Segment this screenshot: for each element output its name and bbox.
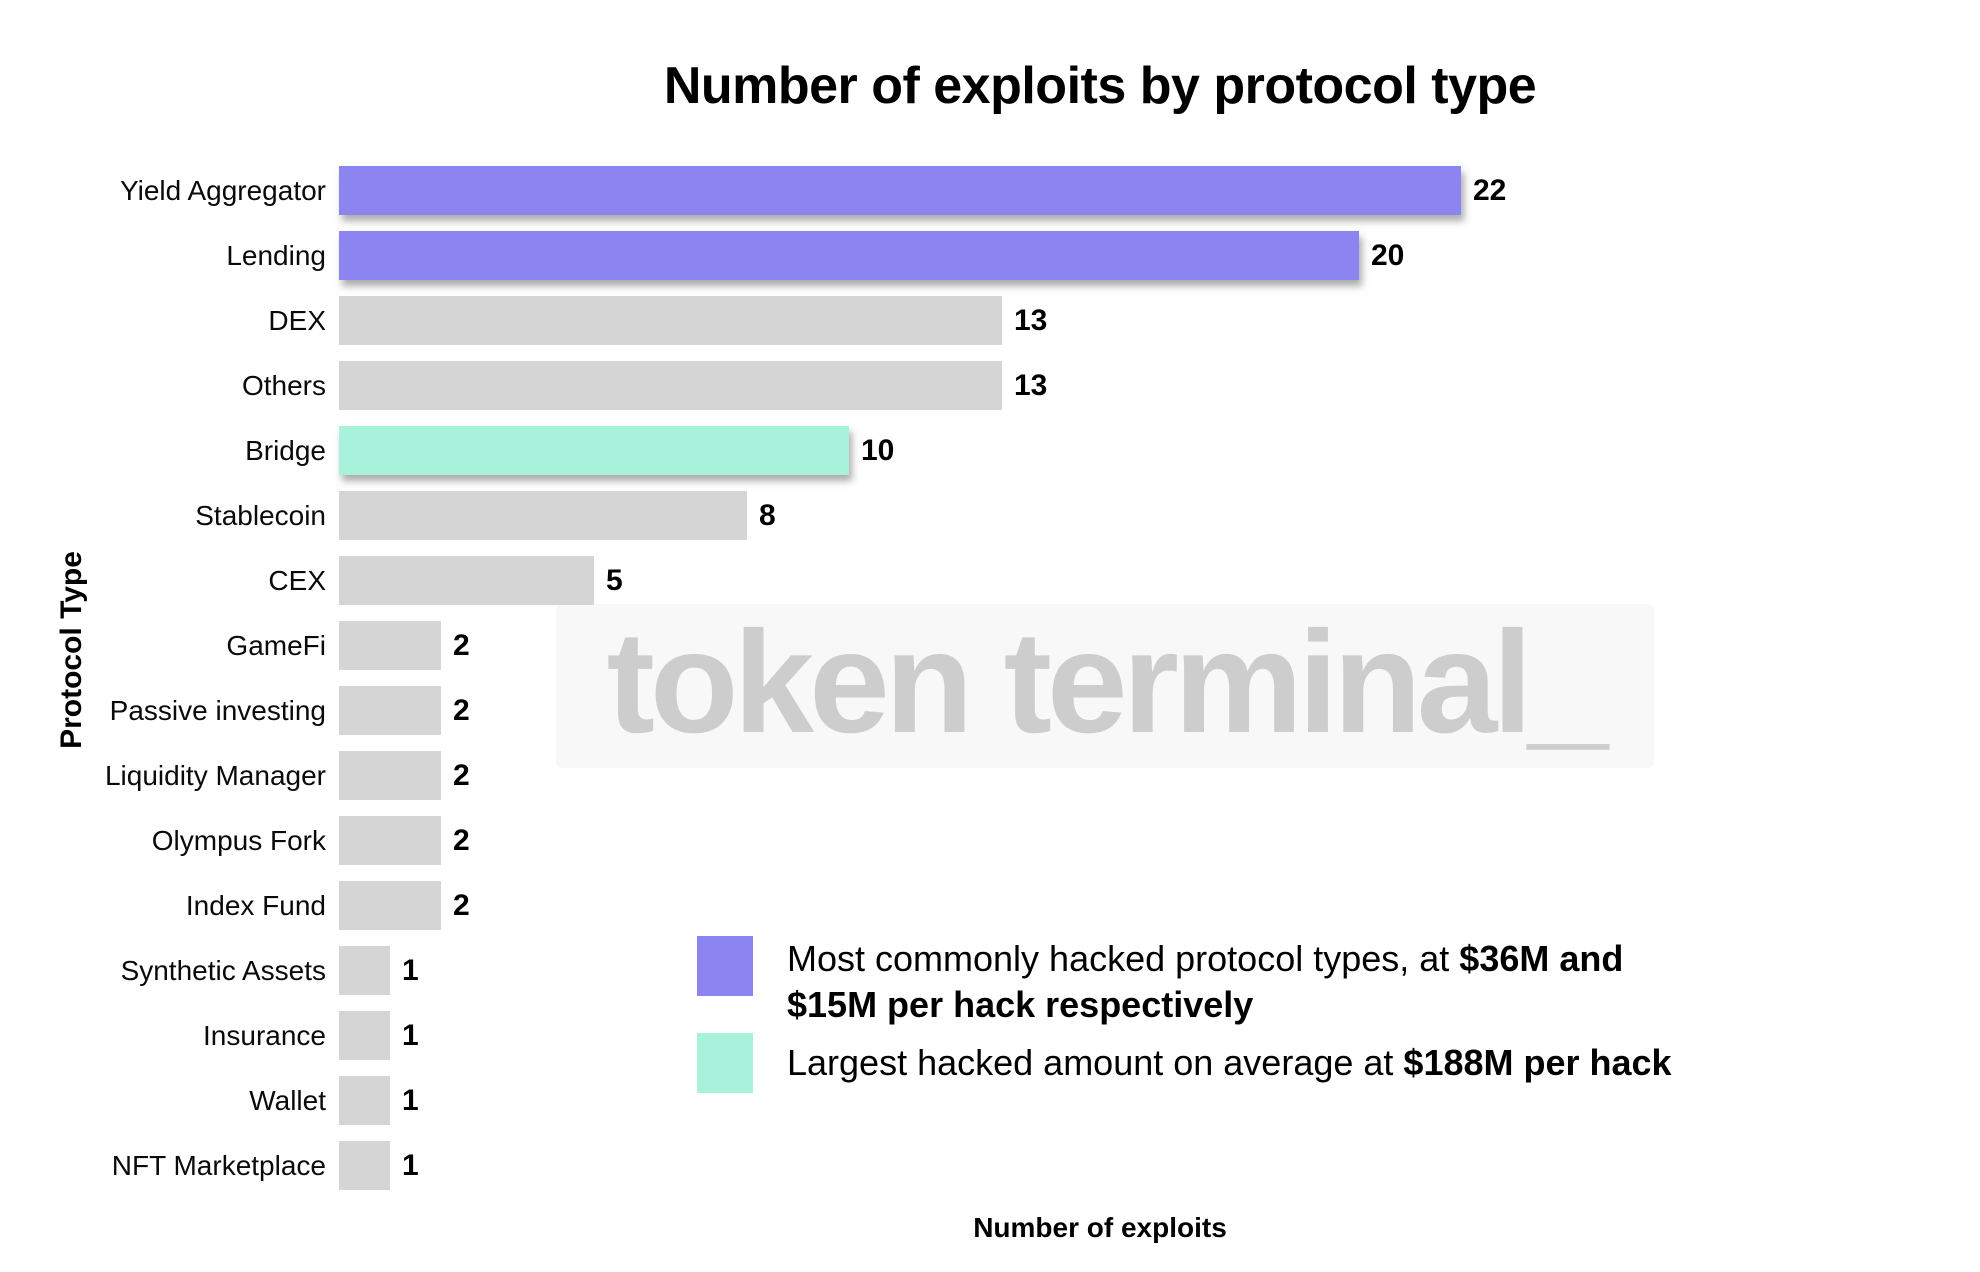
x-axis-label: Number of exploits [973, 1212, 1227, 1243]
category-label: Passive investing [109, 694, 326, 726]
category-label: Wallet [249, 1084, 326, 1116]
watermark-panel: token terminal_ [556, 604, 1654, 768]
bar [339, 1011, 390, 1060]
bar-row: DEX 13 [0, 288, 1980, 353]
bar [339, 166, 1461, 215]
legend-entry-teal: Largest hacked amount on average at $188… [697, 1033, 1702, 1093]
token-terminal-watermark: token terminal_ [606, 600, 1609, 763]
bar-value-label: 10 [861, 433, 895, 467]
bar-value-label: 2 [453, 888, 470, 922]
bar-value-label: 22 [1473, 173, 1507, 207]
bar [339, 686, 441, 735]
bar-value-label: 8 [759, 498, 776, 532]
bar [339, 491, 747, 540]
bar-value-label: 2 [453, 693, 470, 727]
bar-value-label: 2 [453, 758, 470, 792]
legend-text-regular: Most commonly hacked protocol types, at [787, 938, 1460, 979]
bar [339, 361, 1002, 410]
bar [339, 816, 441, 865]
bar [339, 881, 441, 930]
bar-row: Passive investing 2 [0, 678, 1980, 743]
bar-row: Synthetic Assets 1 [0, 938, 1980, 1003]
bar [339, 296, 1002, 345]
bar [339, 1076, 390, 1125]
legend-text-bold: $36M and $15M per hack respectively [787, 938, 1624, 1026]
bar-value-label: 1 [402, 1083, 419, 1117]
legend-text-regular: Largest hacked amount on average at [787, 1041, 1404, 1083]
bar-value-label: 1 [402, 1018, 419, 1052]
category-label: CEX [268, 564, 326, 596]
category-label: Olympus Fork [151, 824, 326, 856]
bar-value-label: 1 [402, 1148, 419, 1182]
bar-value-label: 2 [453, 823, 470, 857]
legend-swatch-teal [697, 1033, 753, 1093]
legend-entry: Most commonly hacked protocol types, at … [697, 936, 1702, 1028]
category-label: Yield Aggregator [120, 174, 326, 206]
category-label: Bridge [245, 434, 326, 466]
category-label: Lending [226, 239, 326, 271]
legend-entry-purple: Most commonly hacked protocol types, at … [697, 936, 1702, 1028]
category-label: Liquidity Manager [104, 759, 326, 791]
legend-text-bold: $188M per hack [1403, 1041, 1672, 1083]
bar-chart-plot-area: Yield Aggregator 22 Lending 20 DEX 13 Ot… [0, 158, 1980, 1198]
bar-row: GameFi 2 [0, 613, 1980, 678]
bar [339, 1141, 390, 1190]
bar [339, 231, 1359, 280]
bar [339, 946, 390, 995]
bar [339, 621, 441, 670]
category-label: Synthetic Assets [120, 954, 326, 986]
bar-row: Yield Aggregator 22 [0, 158, 1980, 223]
bar-value-label: 2 [453, 628, 470, 662]
legend-text: Most commonly hacked protocol types, at … [787, 936, 1702, 1028]
category-label: Stablecoin [195, 499, 326, 531]
bar-row: CEX 5 [0, 548, 1980, 613]
category-label: Index Fund [185, 889, 326, 921]
bar [339, 426, 849, 475]
bar [339, 556, 594, 605]
bar-row: Index Fund 2 [0, 873, 1980, 938]
category-label: Others [241, 369, 326, 401]
bar-row: Olympus Fork 2 [0, 808, 1980, 873]
bar-row: Others 13 [0, 353, 1980, 418]
bar-value-label: 20 [1371, 238, 1405, 272]
bar-value-label: 5 [606, 563, 623, 597]
category-label: DEX [268, 304, 326, 336]
bar-value-label: 13 [1014, 303, 1048, 337]
category-label: Insurance [203, 1019, 326, 1051]
bar-row: Insurance 1 [0, 1003, 1980, 1068]
bar-row: Bridge 10 [0, 418, 1980, 483]
chart-title: Number of exploits by protocol type [663, 57, 1537, 115]
category-label: NFT Marketplace [111, 1149, 326, 1181]
bar-value-label: 13 [1014, 368, 1048, 402]
bar-row: Lending 20 [0, 223, 1980, 288]
bar-row: Stablecoin 8 [0, 483, 1980, 548]
bar-row: Wallet 1 [0, 1068, 1980, 1133]
legend-text: Largest hacked amount on average at $188… [787, 1040, 1702, 1086]
bar [339, 751, 441, 800]
legend-swatch-purple [697, 936, 753, 996]
bar-value-label: 1 [402, 953, 419, 987]
category-label: GameFi [226, 629, 326, 661]
bar-row: Liquidity Manager 2 [0, 743, 1980, 808]
legend-entry: Largest hacked amount on average at $188… [697, 1033, 1702, 1093]
bar-row: NFT Marketplace 1 [0, 1133, 1980, 1198]
